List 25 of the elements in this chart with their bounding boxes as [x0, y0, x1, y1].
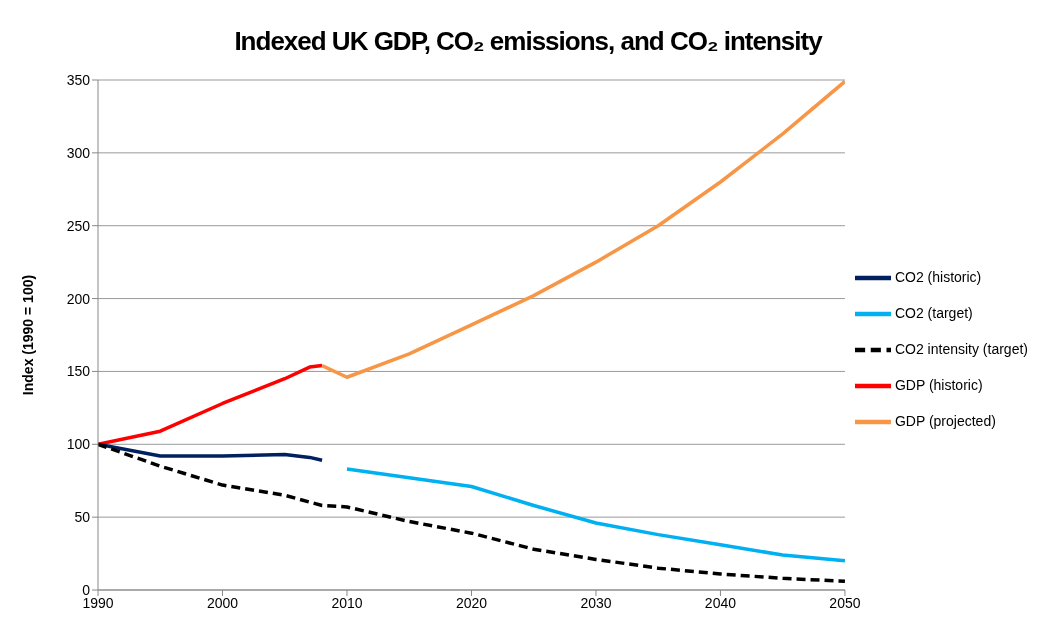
- y-tick-label: 350: [66, 71, 91, 88]
- line-series: [320, 80, 845, 380]
- x-tick-label: 2000: [206, 594, 239, 611]
- x-tick-label: 2010: [331, 594, 363, 611]
- legend-label: GDP (historic): [894, 376, 983, 393]
- x-tick-label: 2040: [704, 594, 737, 611]
- legend-label: CO2 (historic): [894, 268, 982, 285]
- line-series: [98, 442, 324, 463]
- line-series: [98, 363, 324, 447]
- y-tick-label: 100: [66, 436, 91, 453]
- legend-label: CO2 intensity (target): [894, 340, 1028, 357]
- x-tick-label: 2020: [455, 594, 488, 611]
- y-tick-label: 150: [66, 363, 91, 380]
- y-tick-label: 50: [74, 509, 91, 526]
- line-series: [98, 442, 845, 584]
- y-tick-label: 200: [66, 290, 91, 307]
- line-series: [345, 467, 845, 563]
- legend-label: GDP (projected): [894, 412, 996, 429]
- x-tick-label: 2030: [580, 594, 612, 611]
- legend-label: CO2 (target): [894, 304, 973, 321]
- x-tick-label: 2050: [829, 594, 861, 611]
- chart-title: Indexed UK GDP, CO₂ emissions, and CO₂ intensity: [233, 25, 824, 58]
- y-axis-title: Index (1990 = 100): [19, 274, 36, 396]
- y-tick-label: 250: [66, 217, 91, 234]
- y-tick-label: 300: [66, 144, 91, 161]
